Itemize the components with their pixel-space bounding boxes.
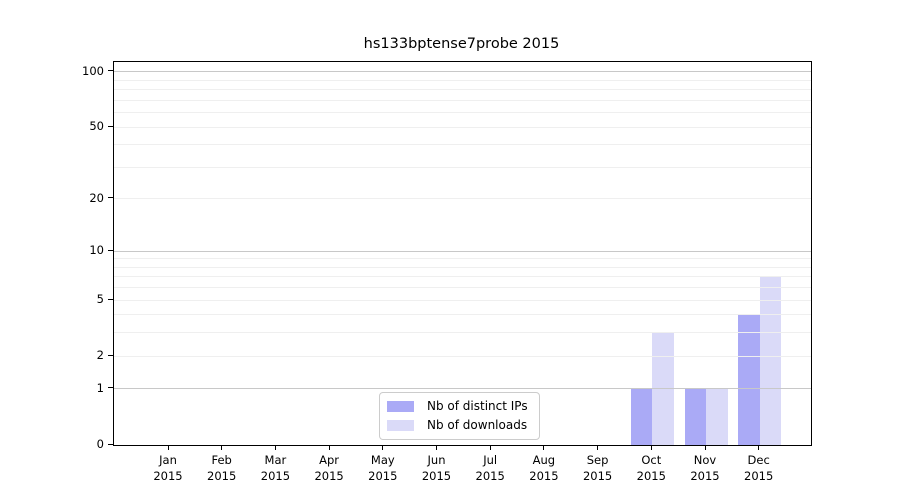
x-tick-label: Jun 2015: [407, 452, 467, 484]
y-tick-label: 20: [89, 190, 104, 205]
x-tick-year: 2015: [260, 469, 291, 483]
y-tick-mark: [108, 197, 113, 199]
x-tick-label: Apr 2015: [299, 452, 359, 484]
x-tick-label: Dec 2015: [729, 452, 789, 484]
legend-swatch-downloads: [387, 420, 414, 431]
legend-swatch-distinct-ips: [387, 401, 414, 412]
gridline-minor: [114, 355, 811, 357]
x-tick-mark: [167, 445, 169, 450]
x-tick-mark: [328, 445, 330, 450]
legend-label-downloads: Nb of downloads: [427, 418, 528, 432]
gridline-minor: [114, 198, 811, 200]
x-tick-year: 2015: [421, 469, 452, 483]
x-tick-mark: [704, 445, 706, 450]
x-tick-label: Jul 2015: [460, 452, 520, 484]
x-tick-month: Jun: [427, 453, 446, 467]
y-tick-label: 0: [96, 437, 104, 451]
chart-title: hs133bptense7probe 2015: [363, 36, 560, 52]
x-tick-mark: [543, 445, 545, 450]
legend-item-distinct-ips: Nb of distinct IPs: [387, 399, 528, 414]
legend-label-distinct-ips: Nb of distinct IPs: [427, 399, 528, 413]
y-tick-mark: [108, 298, 113, 300]
bar-downloads: [706, 388, 728, 445]
x-tick-month: Feb: [211, 453, 232, 467]
y-tick-label: 100: [82, 63, 104, 78]
x-tick-year: 2015: [475, 469, 505, 483]
gridline-minor: [114, 99, 811, 101]
x-tick-mark: [382, 445, 384, 450]
x-tick-label: Jan 2015: [138, 452, 198, 484]
gridline-minor: [114, 112, 811, 114]
x-tick-year: 2015: [636, 469, 666, 483]
legend: Nb of distinct IPs Nb of downloads: [379, 392, 540, 440]
x-tick-month: Apr: [319, 453, 340, 467]
x-tick-year: 2015: [744, 469, 774, 483]
x-tick-month: Aug: [532, 453, 556, 467]
gridline-major: [114, 71, 811, 73]
x-tick-year: 2015: [314, 469, 344, 483]
gridline-major: [114, 388, 811, 390]
gridline-minor: [114, 332, 811, 334]
x-tick-label: Sep 2015: [568, 452, 628, 484]
y-tick-mark: [108, 125, 113, 127]
bar-downloads: [759, 276, 782, 445]
y-tick-mark: [108, 70, 113, 72]
gridline-minor: [114, 89, 811, 91]
x-tick-year: 2015: [368, 469, 398, 483]
x-tick-mark: [489, 445, 491, 450]
x-tick-year: 2015: [690, 469, 720, 483]
x-tick-mark: [274, 445, 276, 450]
x-tick-label: Oct 2015: [621, 452, 681, 484]
x-tick-month: Dec: [747, 453, 770, 467]
bar-distinct-ips: [630, 388, 653, 445]
gridline-major: [114, 250, 811, 252]
plot-area: Nb of distinct IPs Nb of downloads: [113, 61, 812, 446]
x-tick-month: Jul: [483, 453, 498, 467]
gridline-minor: [114, 299, 811, 301]
gridline-minor: [114, 276, 811, 278]
gridline-minor: [114, 287, 811, 289]
x-tick-label: Aug 2015: [514, 452, 574, 484]
y-tick-mark: [108, 443, 113, 445]
y-tick-mark: [108, 387, 113, 389]
bar-distinct-ips: [684, 388, 706, 445]
legend-item-downloads: Nb of downloads: [387, 418, 528, 433]
y-tick-label: 5: [96, 292, 104, 307]
x-tick-month: May: [370, 453, 395, 467]
y-tick-label: 50: [89, 119, 104, 134]
x-tick-label: Nov 2015: [675, 452, 735, 484]
x-tick-mark: [758, 445, 760, 450]
x-tick-year: 2015: [207, 469, 237, 483]
y-tick-label: 1: [96, 380, 104, 395]
y-tick-label: 2: [96, 348, 104, 363]
gridline-minor: [114, 314, 811, 316]
x-tick-year: 2015: [153, 469, 183, 483]
x-tick-month: Mar: [264, 453, 287, 467]
y-tick-mark: [108, 249, 113, 251]
y-tick-label: 10: [89, 243, 104, 258]
x-tick-month: Nov: [693, 453, 717, 467]
gridline-minor: [114, 266, 811, 268]
gridline-minor: [114, 144, 811, 146]
x-tick-year: 2015: [582, 469, 613, 483]
x-tick-year: 2015: [529, 469, 559, 483]
bar-distinct-ips: [738, 314, 760, 445]
x-tick-label: Feb 2015: [192, 452, 252, 484]
x-tick-label: Mar 2015: [245, 452, 305, 484]
x-tick-mark: [221, 445, 223, 450]
x-tick-month: Oct: [641, 453, 662, 467]
x-tick-label: May 2015: [353, 452, 413, 484]
x-tick-mark: [650, 445, 652, 450]
gridline-minor: [114, 258, 811, 260]
gridline-minor: [114, 126, 811, 128]
x-tick-mark: [597, 445, 599, 450]
x-tick-mark: [436, 445, 437, 450]
gridline-minor: [114, 79, 811, 81]
y-tick-mark: [108, 354, 113, 356]
x-tick-month: Sep: [586, 453, 609, 467]
x-tick-month: Jan: [159, 453, 177, 467]
gridline-minor: [114, 166, 811, 168]
